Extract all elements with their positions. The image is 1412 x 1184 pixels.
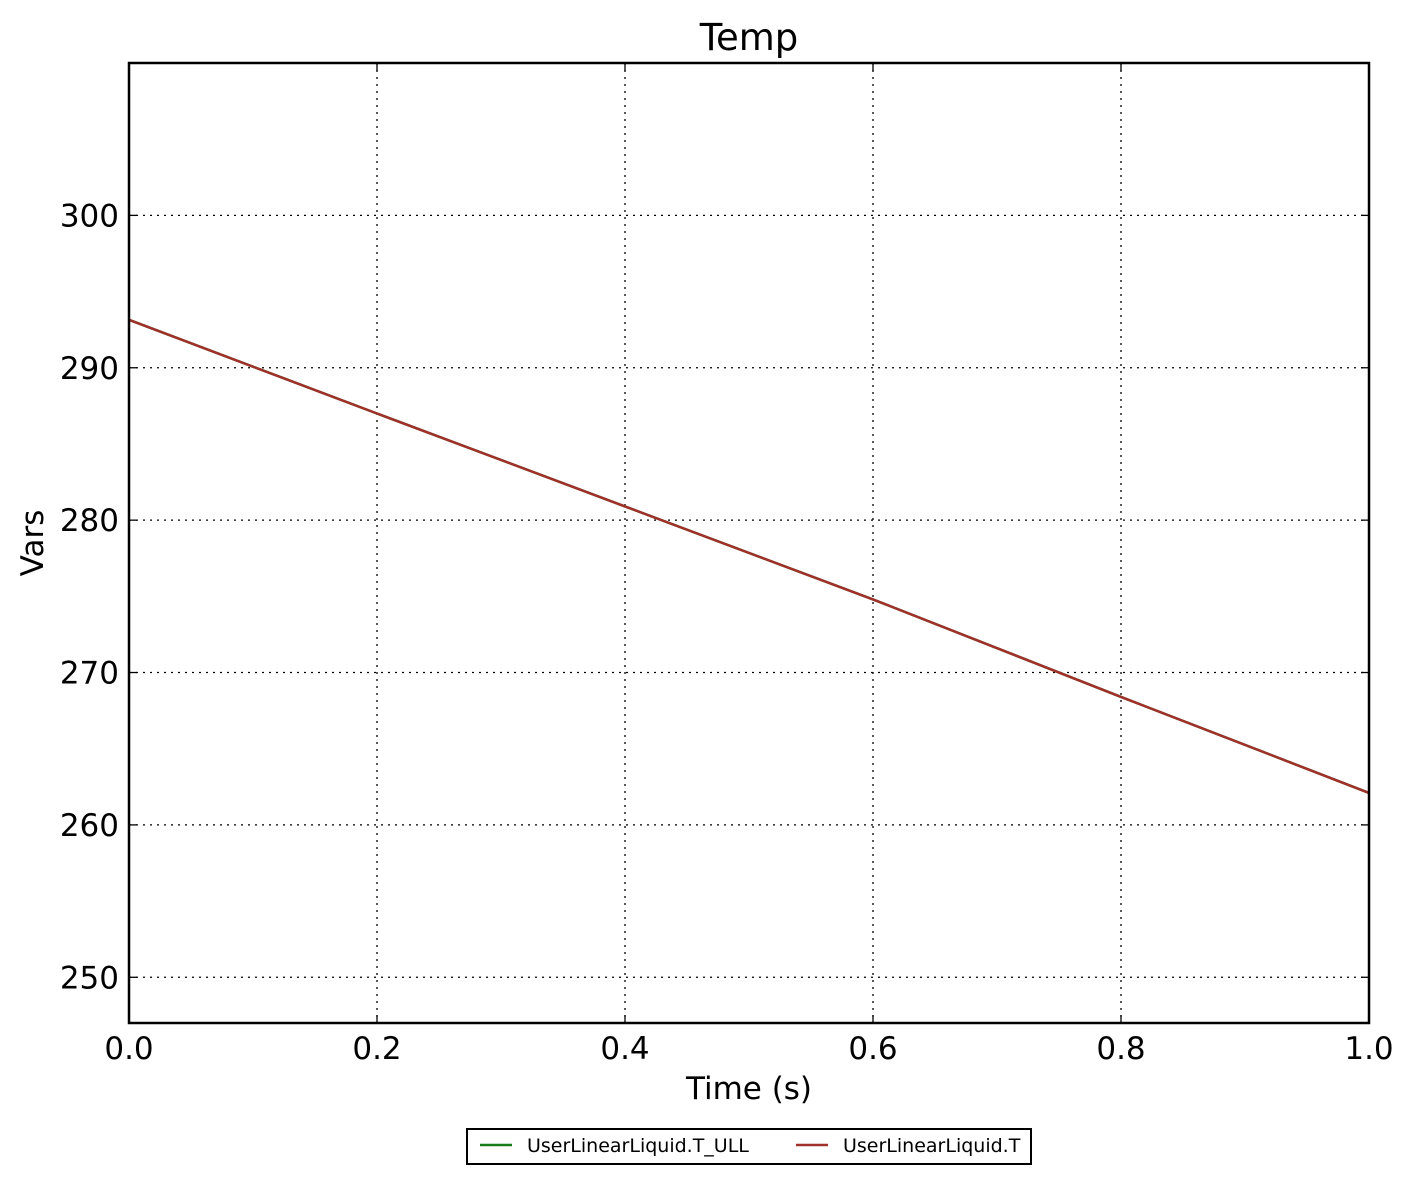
y-tick-label: 300 — [60, 198, 119, 234]
series-line-userlinearliquid-t — [128, 318, 1370, 795]
y-tick-label: 260 — [60, 808, 119, 844]
legend-label-t: UserLinearLiquid.T — [843, 1135, 1021, 1157]
legend-label-t-ull: UserLinearLiquid.T_ULL — [527, 1135, 749, 1157]
y-tick-label: 250 — [60, 960, 119, 996]
x-tick-label: 0.2 — [352, 1031, 401, 1067]
y-tick-label: 290 — [60, 351, 119, 387]
tick-marks — [128, 63, 1370, 1023]
y-tick-label: 270 — [60, 656, 119, 692]
x-axis-label: Time (s) — [685, 1071, 812, 1107]
x-tick-label: 0.0 — [104, 1031, 153, 1067]
y-tick-labels: 250 260 270 280 290 300 — [60, 198, 119, 996]
x-tick-label: 0.8 — [1096, 1031, 1145, 1067]
y-axis-label: Vars — [15, 510, 51, 577]
y-tick-label: 280 — [60, 503, 119, 539]
plot-frame — [127, 61, 1371, 1025]
grid-lines — [129, 63, 1369, 1023]
chart-title: Temp — [699, 16, 799, 59]
x-tick-labels: 0.0 0.2 0.4 0.6 0.8 1.0 — [104, 1031, 1393, 1067]
plot-area — [129, 63, 1369, 1023]
legend-box — [466, 1128, 1032, 1165]
x-tick-label: 1.0 — [1344, 1031, 1393, 1067]
series-layer — [128, 318, 1370, 795]
legend: UserLinearLiquid.T_ULL UserLinearLiquid.… — [466, 1128, 1032, 1165]
x-tick-label: 0.4 — [600, 1031, 649, 1067]
x-tick-label: 0.6 — [848, 1031, 897, 1067]
